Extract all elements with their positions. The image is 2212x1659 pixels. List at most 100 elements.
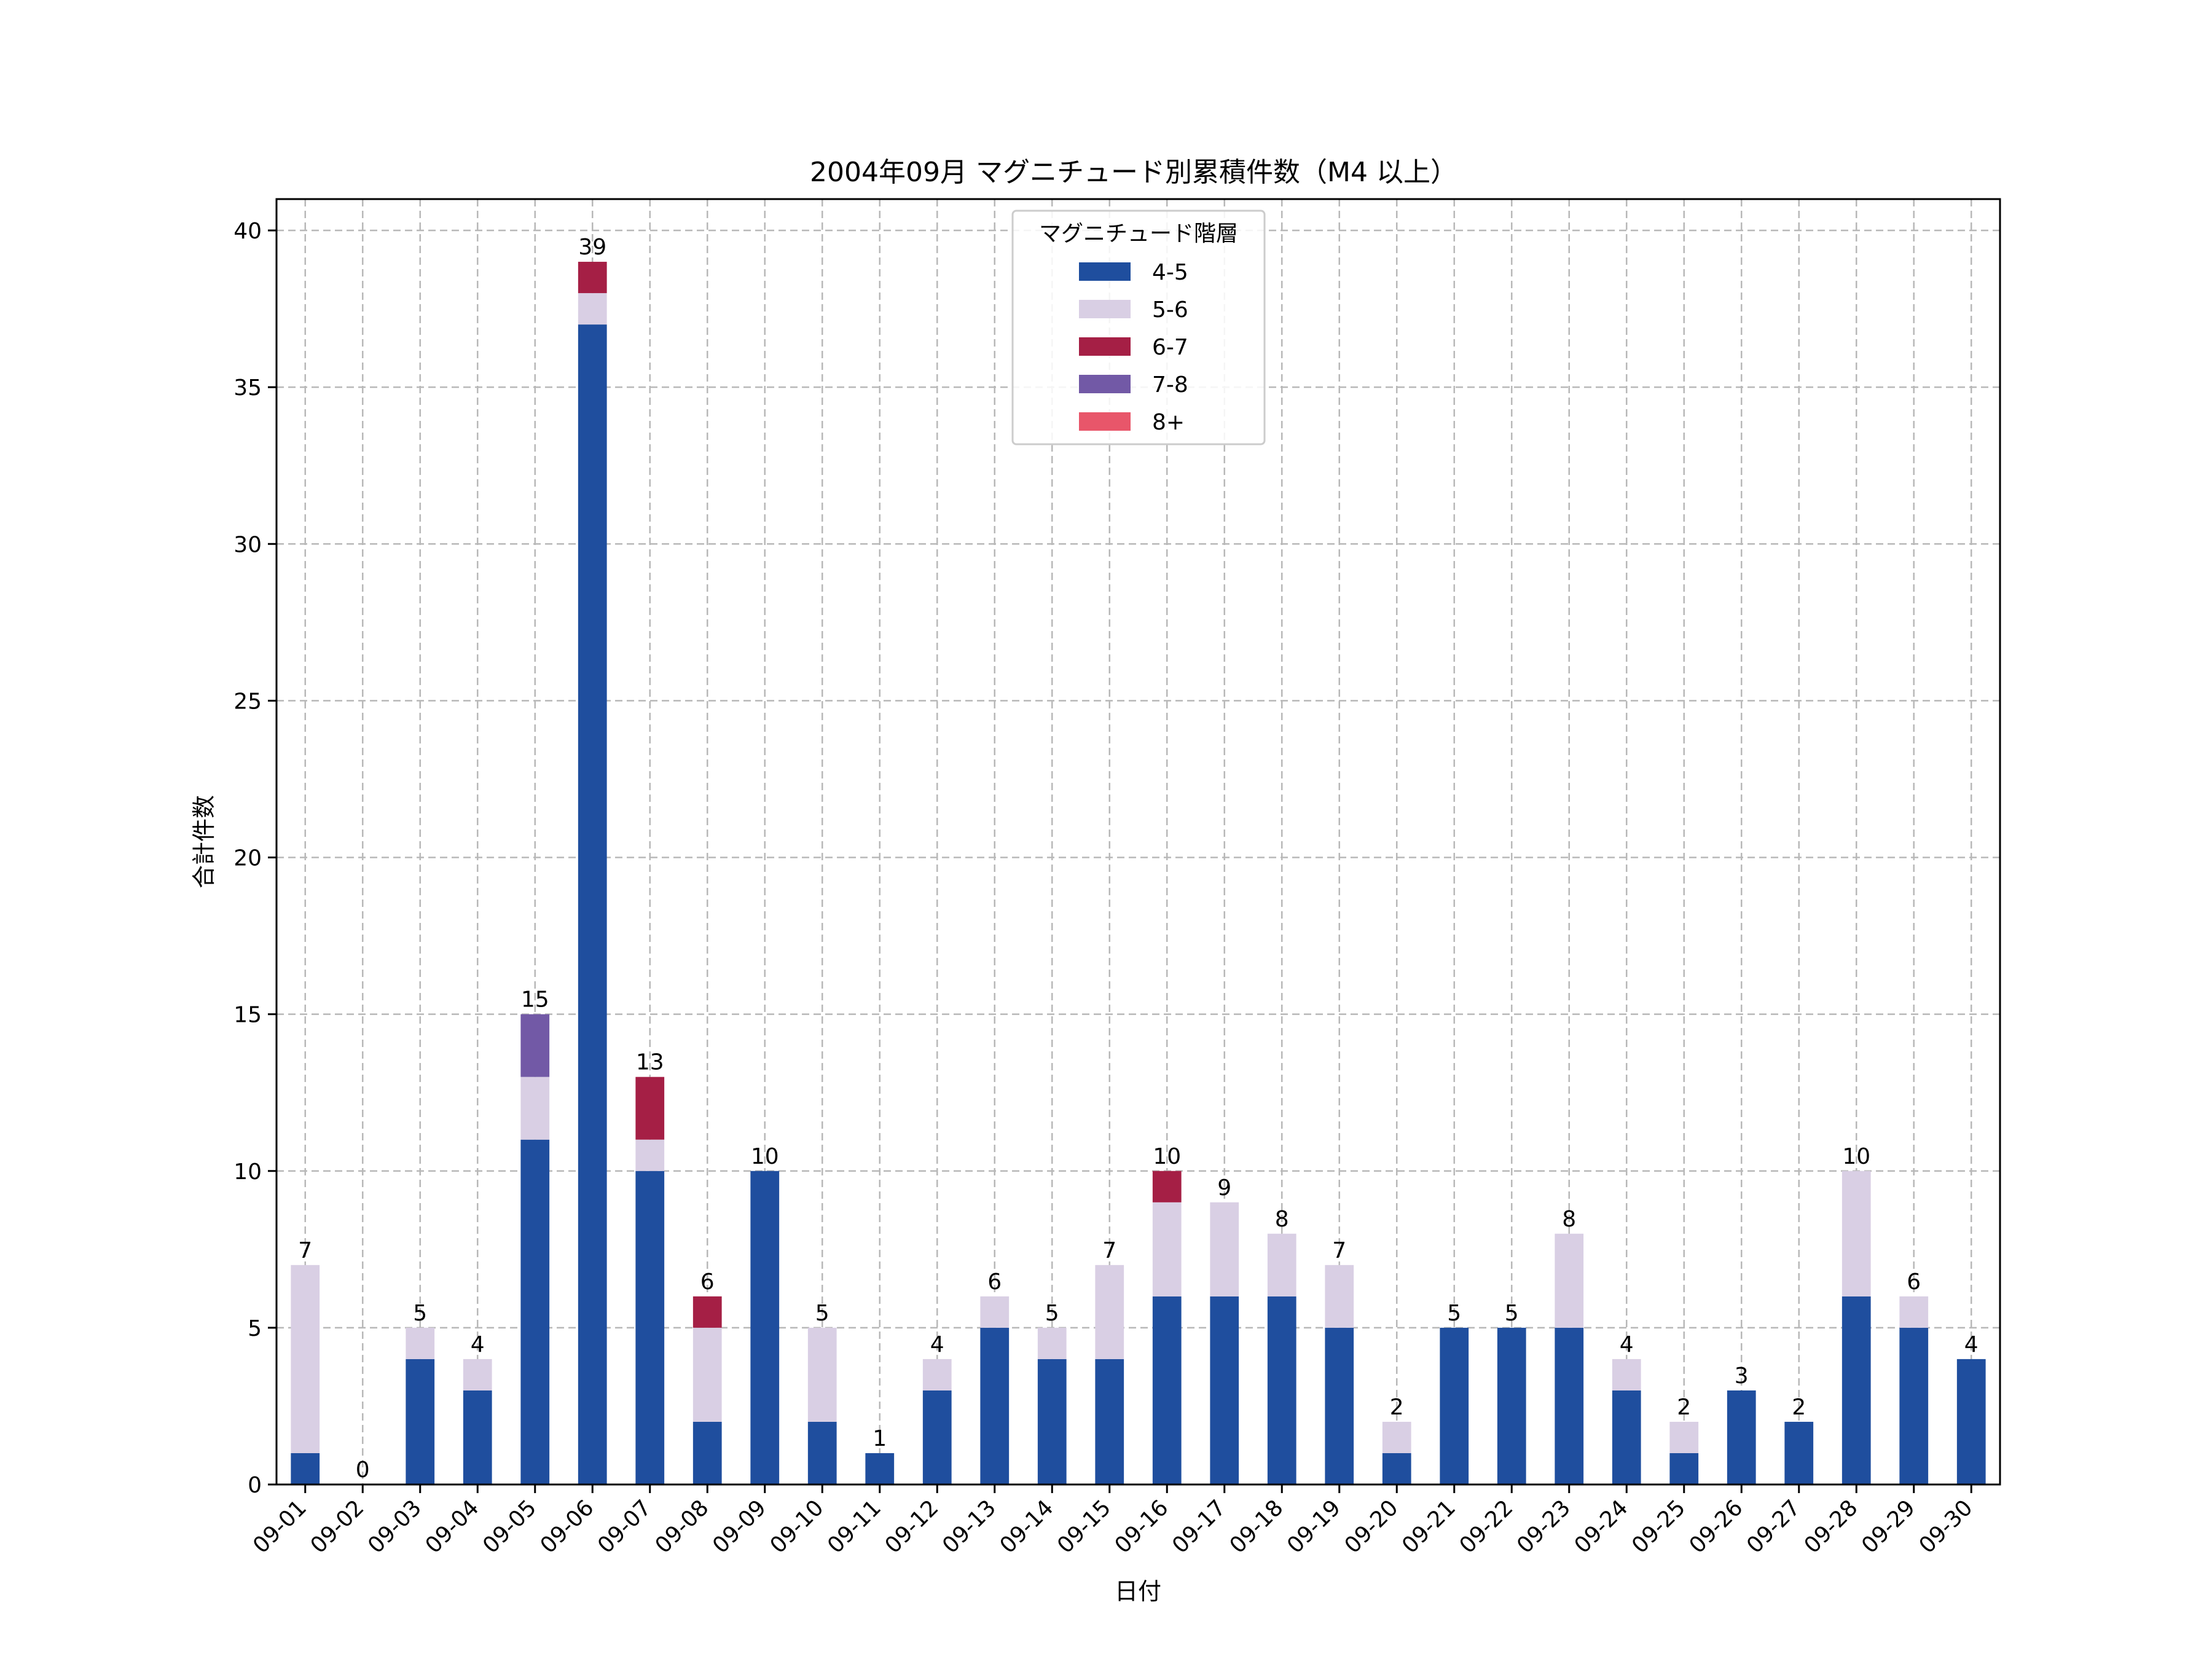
y-tick-label: 25 xyxy=(233,689,262,714)
bar-total-label: 3 xyxy=(1735,1363,1749,1389)
legend-swatch xyxy=(1079,412,1131,431)
bar-total-label: 6 xyxy=(987,1269,1002,1295)
bar-total-label: 2 xyxy=(1390,1395,1404,1420)
x-axis-label: 日付 xyxy=(1115,1578,1161,1605)
bar-total-label: 1 xyxy=(873,1426,887,1451)
legend-title: マグニチュード階層 xyxy=(1039,221,1238,246)
bar-total-label: 39 xyxy=(578,235,606,260)
legend-swatch xyxy=(1079,375,1131,393)
bar-segment xyxy=(406,1327,435,1359)
bar-total-label: 4 xyxy=(1620,1332,1634,1357)
legend-label: 5-6 xyxy=(1152,297,1188,323)
bar-segment xyxy=(692,1327,722,1422)
bar-segment xyxy=(1727,1390,1756,1484)
bar-total-label: 4 xyxy=(930,1332,944,1357)
bar-segment xyxy=(1899,1296,1929,1328)
bar-segment xyxy=(635,1171,665,1484)
bar-segment xyxy=(1037,1359,1067,1484)
bar-segment xyxy=(1267,1233,1296,1296)
bar-segment xyxy=(578,262,607,294)
legend-items: 4-5 5-6 6-7 7-8 8+ xyxy=(1079,260,1188,435)
bar-segment xyxy=(1382,1421,1411,1453)
bar-segment xyxy=(1784,1421,1814,1484)
bar-segment xyxy=(807,1327,837,1422)
y-tick-label: 30 xyxy=(233,532,262,557)
bar-segment xyxy=(1037,1327,1067,1359)
bar-segment xyxy=(520,1139,550,1484)
y-tick-label: 35 xyxy=(233,375,262,401)
bar-total-label: 10 xyxy=(1153,1144,1181,1169)
legend-label: 4-5 xyxy=(1152,260,1188,285)
bar-total-label: 7 xyxy=(1102,1238,1116,1263)
bar-segment xyxy=(1669,1453,1699,1484)
legend-label: 6-7 xyxy=(1152,335,1188,360)
bar-segment xyxy=(291,1453,320,1484)
legend-label: 8+ xyxy=(1152,410,1185,435)
bar-segment xyxy=(1956,1359,1986,1484)
bar-segment xyxy=(750,1171,780,1484)
bar-total-label: 7 xyxy=(1332,1238,1346,1263)
bar-segment xyxy=(463,1359,492,1390)
y-tick-label: 5 xyxy=(248,1316,262,1341)
chart-title: 2004年09月 マグニチュード別累積件数（M4 以上） xyxy=(810,157,1457,188)
bar-total-label: 15 xyxy=(521,987,549,1013)
bar-segment xyxy=(635,1139,665,1171)
bar-total-label: 0 xyxy=(356,1457,370,1483)
bar-segment xyxy=(520,1014,550,1077)
bar-segment xyxy=(1325,1265,1354,1328)
bar-total-label: 7 xyxy=(298,1238,312,1263)
legend-label: 7-8 xyxy=(1152,372,1188,398)
bar-segment xyxy=(980,1296,1010,1328)
bar-total-label: 6 xyxy=(1907,1269,1921,1295)
bar-total-label: 8 xyxy=(1275,1207,1289,1232)
bar-segment xyxy=(1612,1359,1641,1390)
bar-segment xyxy=(1899,1327,1929,1484)
y-tick-label: 10 xyxy=(233,1159,262,1185)
bar-segment xyxy=(1669,1421,1699,1453)
bar-segment xyxy=(1152,1296,1182,1484)
bar-total-label: 6 xyxy=(700,1269,715,1295)
bar-segment xyxy=(1095,1265,1124,1359)
bar-segment xyxy=(1555,1233,1584,1328)
bar-segment xyxy=(1152,1202,1182,1296)
bar-segment xyxy=(406,1359,435,1484)
bar-total-label: 5 xyxy=(1045,1301,1059,1326)
bar-segment xyxy=(692,1296,722,1328)
legend: マグニチュード階層 4-5 5-6 6-7 7-8 8+ xyxy=(1011,210,1266,445)
bar-total-label: 4 xyxy=(471,1332,485,1357)
legend-swatch xyxy=(1079,337,1131,356)
bar-segment xyxy=(1555,1327,1584,1484)
bar-segment xyxy=(692,1421,722,1484)
bar-total-label: 10 xyxy=(751,1144,779,1169)
bar-total-label: 13 xyxy=(636,1050,664,1075)
legend-swatch xyxy=(1079,262,1131,281)
bar-segment xyxy=(980,1327,1010,1484)
bar-segment xyxy=(922,1359,952,1390)
bar-segment xyxy=(1095,1359,1124,1484)
bar-total-label: 5 xyxy=(413,1301,427,1326)
bar-total-label: 5 xyxy=(1447,1301,1461,1326)
bar-segment xyxy=(865,1453,895,1484)
bar-value-labels: 7 0 5 4 15 39 13 6 10 5 1 4 6 5 7 10 9 8 7 2 5 5 8 4 2 3 2 10 6 4 xyxy=(298,235,1978,1483)
bar-total-label: 10 xyxy=(1842,1144,1870,1169)
legend-frame xyxy=(1011,210,1266,445)
bar-total-label: 2 xyxy=(1677,1395,1691,1420)
bar-total-label: 9 xyxy=(1217,1175,1231,1201)
bar-segment xyxy=(520,1077,550,1140)
bar-segment xyxy=(1612,1390,1641,1484)
bar-segment xyxy=(291,1265,320,1453)
bars xyxy=(291,262,1986,1484)
bar-segment xyxy=(1152,1171,1182,1202)
bar-total-label: 5 xyxy=(1505,1301,1519,1326)
bar-segment xyxy=(578,293,607,325)
bar-segment xyxy=(1841,1296,1871,1484)
bar-total-label: 8 xyxy=(1562,1207,1576,1232)
bar-segment xyxy=(635,1077,665,1140)
bar-segment xyxy=(1325,1327,1354,1484)
bar-total-label: 5 xyxy=(815,1301,830,1326)
bar-segment xyxy=(1267,1296,1296,1484)
bar-segment xyxy=(1210,1202,1239,1296)
bar-segment xyxy=(1382,1453,1411,1484)
bar-segment xyxy=(807,1421,837,1484)
